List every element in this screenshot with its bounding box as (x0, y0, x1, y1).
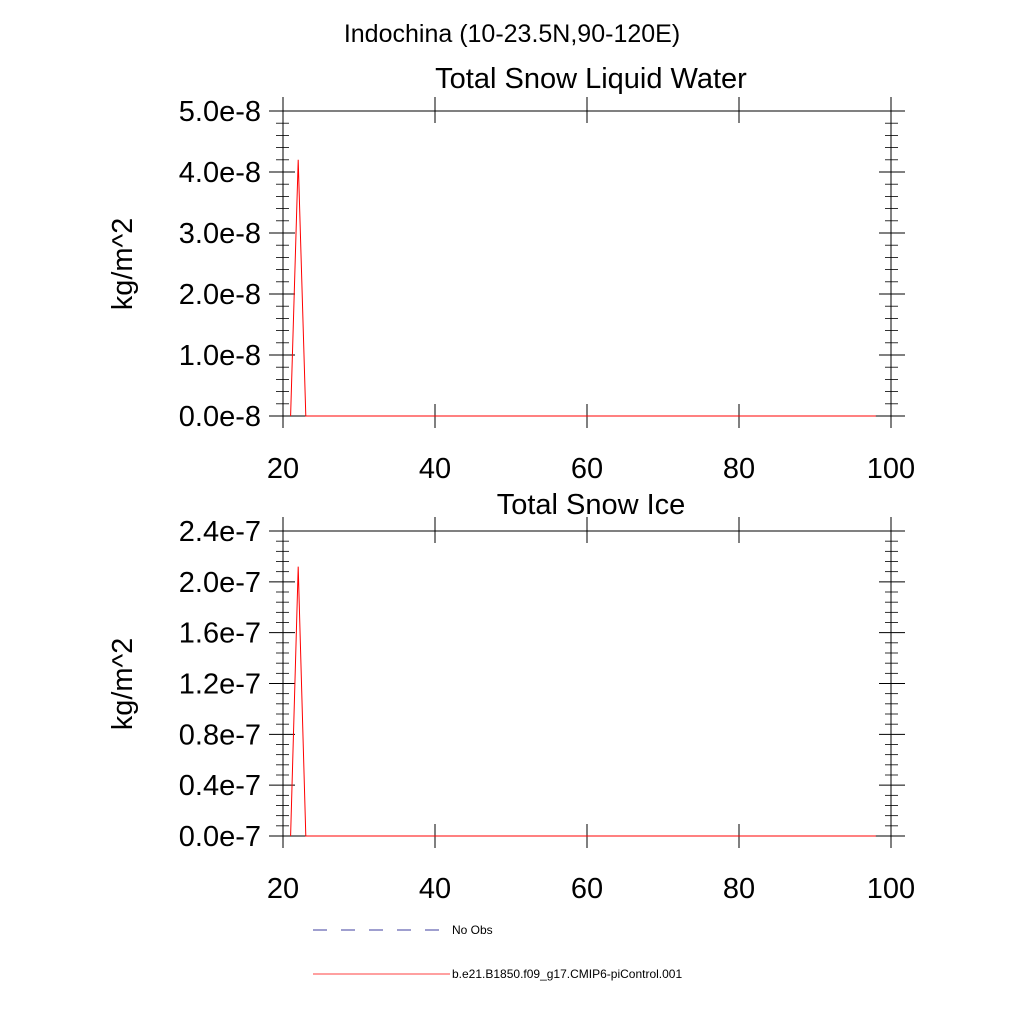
y-tick-label: 0.0e-8 (179, 401, 261, 433)
y-tick-label: 4.0e-8 (179, 157, 261, 189)
x-tick-label: 40 (419, 453, 451, 485)
x-tick-label: 20 (267, 453, 299, 485)
panel-snow-ice: Total Snow Ice 20 40 60 80 100 0.0e-7 0.4e-7 0.8… (107, 489, 915, 905)
plot-frame (283, 111, 891, 416)
plot-frame (283, 531, 891, 836)
legend-obs-label: No Obs (452, 923, 493, 937)
y-tick-label: 0.0e-7 (179, 821, 261, 853)
y-tick-label: 5.0e-8 (179, 96, 261, 128)
y-tick-label: 2.0e-7 (179, 567, 261, 599)
panel-title: Total Snow Liquid Water (435, 63, 747, 95)
y-tick-label: 1.0e-8 (179, 340, 261, 372)
x-tick-label: 80 (723, 453, 755, 485)
y-tick-label: 0.8e-7 (179, 719, 261, 751)
series-line-model (291, 160, 876, 416)
y-tick-label: 1.6e-7 (179, 618, 261, 650)
x-tick-label: 100 (867, 453, 915, 485)
y-tick-label: 1.2e-7 (179, 669, 261, 701)
y-axis-label: kg/m^2 (107, 638, 139, 731)
y-axis-label: kg/m^2 (107, 218, 139, 311)
page-title: Indochina (10-23.5N,90-120E) (344, 20, 680, 48)
legend-model-label: b.e21.B1850.f09_g17.CMIP6-piControl.001 (452, 967, 682, 981)
x-tick-label: 20 (267, 873, 299, 905)
y-tick-label: 2.4e-7 (179, 516, 261, 548)
x-tick-label: 60 (571, 873, 603, 905)
series-line-model (291, 567, 876, 836)
x-tick-label: 40 (419, 873, 451, 905)
legend: No Obs b.e21.B1850.f09_g17.CMIP6-piContr… (313, 923, 682, 981)
y-tick-label: 0.4e-7 (179, 770, 261, 802)
y-tick-label: 2.0e-8 (179, 279, 261, 311)
x-tick-label: 80 (723, 873, 755, 905)
panel-title: Total Snow Ice (497, 489, 686, 521)
y-tick-label: 3.0e-8 (179, 218, 261, 250)
x-tick-label: 60 (571, 453, 603, 485)
panel-snow-liquid-water: Total Snow Liquid Water 20 40 60 80 100 0.0e-8… (107, 63, 915, 485)
x-tick-label: 100 (867, 873, 915, 905)
